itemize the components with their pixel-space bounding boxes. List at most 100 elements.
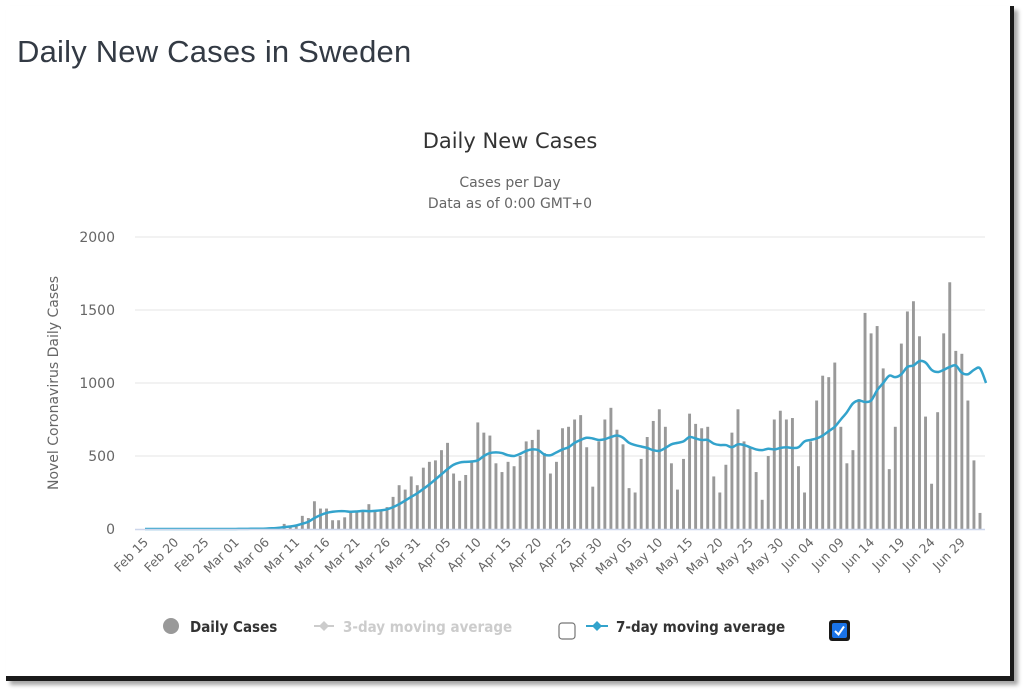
- legend-diamond-icon: [319, 621, 329, 631]
- checkbox-fill: [832, 623, 847, 638]
- bar: [948, 282, 952, 529]
- bar: [524, 441, 528, 529]
- bar: [355, 511, 359, 529]
- bar: [440, 450, 443, 529]
- bar: [591, 486, 595, 529]
- bar: [954, 350, 958, 529]
- bar-series-daily-cases: [234, 282, 982, 529]
- bar: [325, 508, 328, 529]
- bar: [657, 409, 661, 529]
- page-title: Daily New Cases in Sweden: [17, 34, 412, 69]
- bar: [760, 499, 764, 529]
- bar: [718, 492, 722, 529]
- bar: [669, 463, 673, 529]
- bar: [748, 447, 752, 529]
- bar: [682, 458, 685, 529]
- bar: [506, 461, 510, 529]
- bar: [403, 489, 407, 529]
- bar: [809, 441, 813, 529]
- bar: [452, 473, 456, 529]
- moving-average-line: [145, 359, 988, 531]
- bar: [373, 511, 377, 529]
- bar: [476, 422, 480, 529]
- legend-circle-icon: [163, 618, 179, 634]
- bar: [651, 420, 655, 529]
- bar: [367, 504, 371, 529]
- bar: [294, 525, 298, 529]
- bar: [790, 418, 794, 529]
- legend-diamond-icon: [592, 621, 602, 631]
- bar: [924, 416, 927, 529]
- bar: [742, 441, 746, 529]
- legend-label-7-day-average: 7-day moving average: [616, 618, 785, 636]
- bar: [633, 492, 637, 529]
- line-series-7-day-average: [145, 359, 988, 531]
- bar: [899, 343, 903, 529]
- bar: [645, 437, 649, 529]
- checkbox-3-day-average[interactable]: [558, 622, 576, 640]
- bar: [421, 467, 425, 529]
- y-tick-label: 2000: [79, 230, 115, 246]
- legend-item-3-day-average[interactable]: 3-day moving average: [314, 618, 512, 636]
- legend-item-7-day-average[interactable]: 7-day moving average: [586, 618, 785, 636]
- legend: Daily Cases 3-day moving average 7-day m…: [163, 618, 850, 641]
- legend-item-daily-cases[interactable]: Daily Cases: [163, 618, 277, 636]
- bar: [960, 353, 964, 529]
- bar: [288, 526, 292, 529]
- bar: [494, 463, 498, 529]
- bar: [470, 460, 474, 529]
- bar: [361, 510, 365, 529]
- bar: [833, 362, 837, 529]
- bar: [542, 453, 546, 529]
- bar: [778, 410, 782, 529]
- bar: [821, 375, 825, 529]
- bar: [875, 326, 879, 529]
- bar: [887, 469, 891, 529]
- y-tick-label: 500: [88, 449, 115, 465]
- bar: [306, 518, 310, 529]
- bar: [688, 413, 692, 529]
- bar: [857, 399, 861, 529]
- bar: [458, 480, 462, 529]
- bar: [966, 400, 970, 529]
- x-tick-label: Jun 04: [778, 534, 817, 573]
- bar: [561, 428, 564, 529]
- checkmark-icon: [834, 625, 845, 637]
- y-axis-ticks: 0 500 1000 1500 2000: [79, 230, 115, 538]
- bar: [488, 435, 492, 529]
- bar: [397, 485, 401, 529]
- legend-label-daily-cases: Daily Cases: [190, 618, 277, 636]
- bar: [579, 415, 583, 529]
- bar: [869, 333, 873, 529]
- x-tick-label: Jun 14: [838, 534, 877, 573]
- legend-label-3-day-average: 3-day moving average: [343, 618, 512, 636]
- bar: [815, 400, 819, 529]
- bar: [585, 447, 589, 529]
- bar: [627, 488, 631, 529]
- bar: [839, 426, 843, 529]
- bar: [736, 409, 740, 529]
- chart-title: Daily New Cases: [423, 129, 598, 153]
- bar: [379, 510, 383, 529]
- checkbox-7-day-average[interactable]: [829, 620, 850, 641]
- bar: [391, 496, 395, 529]
- bar: [730, 432, 734, 529]
- bar: [893, 426, 897, 529]
- bar: [772, 419, 776, 529]
- bar: [331, 520, 335, 529]
- bar: [942, 333, 946, 529]
- bar: [827, 377, 831, 529]
- bar: [936, 412, 940, 529]
- bar: [609, 407, 613, 529]
- bar: [881, 368, 885, 529]
- bar: [724, 464, 728, 529]
- bar: [337, 520, 341, 529]
- bar: [797, 466, 800, 529]
- bar: [694, 423, 698, 529]
- bar: [349, 511, 353, 529]
- bar: [446, 442, 449, 529]
- bar: [766, 456, 770, 529]
- x-tick-label: Jun 19: [868, 534, 907, 573]
